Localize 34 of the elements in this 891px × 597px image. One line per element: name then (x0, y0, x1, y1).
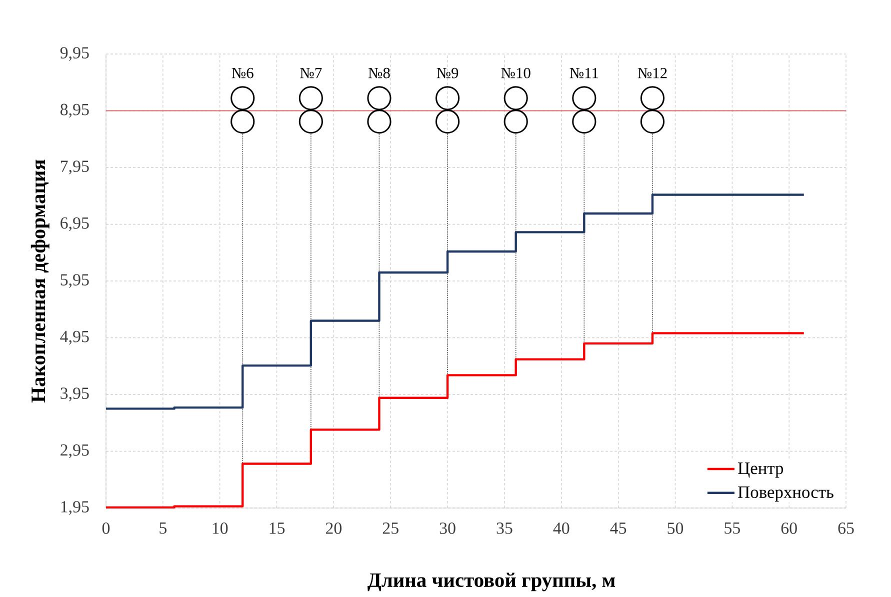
annotation: №7 (300, 68, 322, 78)
y-tick-label: 9,95 (60, 47, 89, 61)
y-tick-label: 6,95 (60, 217, 89, 232)
annotation: №8 (368, 68, 390, 78)
y-tick-label: 4,95 (60, 330, 89, 345)
y-tick-label: 5,95 (60, 274, 89, 288)
annotation: №10 (501, 68, 530, 78)
x-tick-label: 45 (610, 522, 626, 534)
y-axis-title: Накопленная деформация (30, 160, 50, 402)
y-tick-label: 7,95 (60, 160, 89, 174)
x-tick-label: 30 (440, 522, 456, 534)
x-tick-label: 35 (496, 522, 512, 534)
y-tick-label: 2,95 (60, 444, 89, 458)
x-axis-title: Длина чистовой группы, м (368, 572, 616, 592)
annotation: №6 (232, 68, 254, 78)
x-tick-label: 25 (382, 522, 398, 534)
x-tick-label: 15 (270, 522, 285, 534)
x-tick-label: 0 (102, 522, 110, 534)
legend-label: Поверхность (738, 486, 834, 502)
x-tick-label: 65 (838, 522, 854, 534)
x-tick-label: 55 (724, 522, 740, 534)
annotation: №9 (436, 68, 458, 78)
x-tick-label: 10 (212, 522, 228, 534)
x-tick-label: 60 (781, 522, 797, 534)
legend-label: Центр (738, 462, 784, 478)
x-tick-label: 5 (160, 522, 167, 534)
annotation: №11 (570, 68, 598, 78)
y-tick-label: 3,95 (60, 388, 89, 402)
x-tick-label: 50 (668, 522, 684, 534)
y-tick-label: 1,95 (61, 501, 89, 515)
x-tick-label: 40 (553, 522, 570, 534)
annotation: №12 (638, 68, 667, 78)
y-tick-label: 8,95 (60, 104, 89, 118)
x-tick-label: 20 (326, 522, 342, 534)
